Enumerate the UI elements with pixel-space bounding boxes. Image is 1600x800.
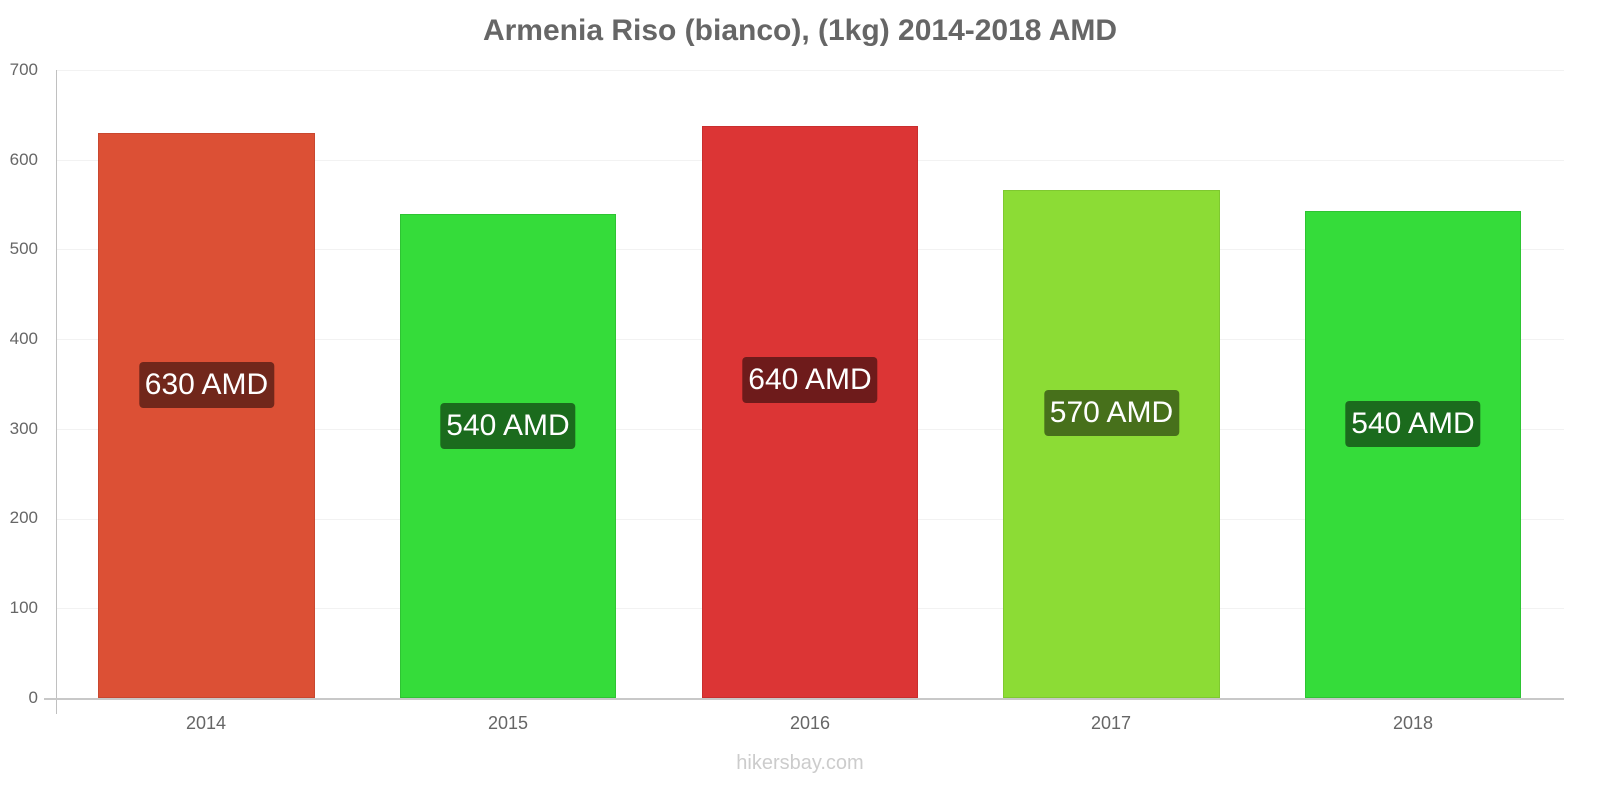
bar-value-label: 640 AMD [742, 357, 878, 403]
chart-title: Armenia Riso (bianco), (1kg) 2014-2018 A… [482, 14, 1118, 47]
y-tick-label: 600 [9, 150, 38, 169]
y-tick-label: 100 [9, 598, 38, 617]
x-tick-label: 2015 [487, 713, 529, 733]
bar-2015: 540 AMD [400, 214, 616, 698]
y-tick-label: 700 [9, 60, 38, 79]
bar-2016: 640 AMD [702, 126, 918, 698]
bar-value-label: 540 AMD [1345, 401, 1481, 447]
y-tick-label: 500 [9, 239, 38, 258]
watermark: hikersbay.com [736, 752, 864, 774]
y-tick-label: 0 [28, 688, 38, 707]
y-tick-label: 200 [9, 508, 38, 527]
y-axis-line [56, 70, 57, 714]
x-axis-line [44, 698, 1564, 700]
bar-value-label: 540 AMD [440, 403, 576, 449]
x-tick-label: 2018 [1392, 713, 1434, 733]
bar-2014: 630 AMD [98, 133, 315, 698]
bar-2017: 570 AMD [1003, 190, 1220, 698]
bar-value-label: 570 AMD [1043, 390, 1180, 436]
x-tick-label: 2017 [1090, 713, 1132, 733]
y-tick-label: 400 [9, 329, 38, 348]
y-tick-label: 300 [9, 419, 38, 438]
x-tick-label: 2014 [185, 713, 227, 733]
gridline-700 [56, 70, 1564, 71]
bar-2018: 540 AMD [1305, 211, 1521, 698]
x-tick-label: 2016 [789, 713, 831, 733]
bar-value-label: 630 AMD [138, 362, 275, 408]
